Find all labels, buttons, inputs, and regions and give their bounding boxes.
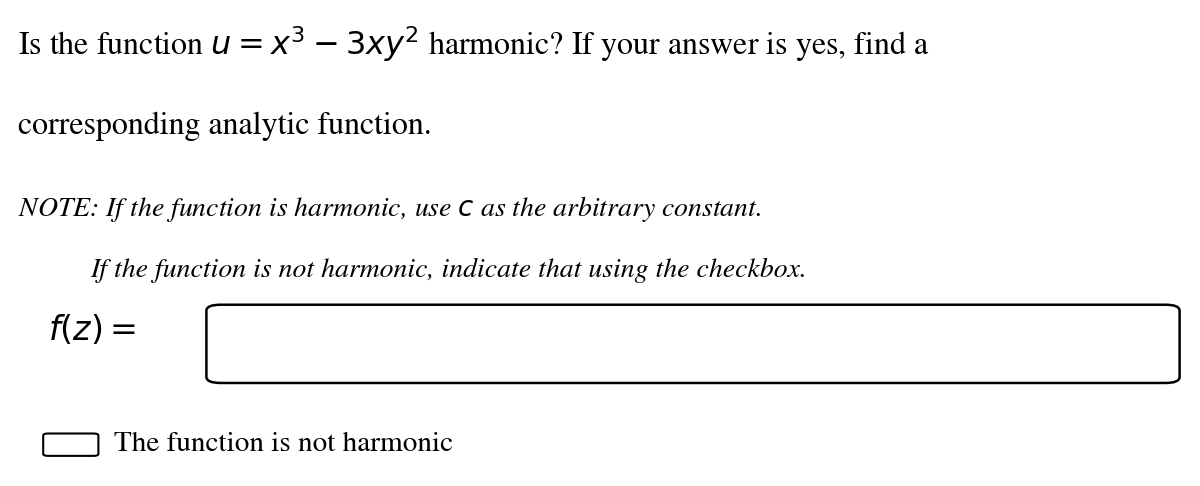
FancyBboxPatch shape bbox=[206, 305, 1180, 383]
Text: $f(z) =$: $f(z) =$ bbox=[48, 313, 136, 347]
Text: corresponding analytic function.: corresponding analytic function. bbox=[18, 112, 432, 141]
Text: The function is not harmonic: The function is not harmonic bbox=[114, 432, 454, 457]
FancyBboxPatch shape bbox=[43, 434, 98, 456]
Text: If the function is not harmonic, indicate that using the checkbox.: If the function is not harmonic, indicat… bbox=[90, 258, 808, 283]
Text: Is the function $u = x^3 - 3xy^2$ harmonic? If your answer is yes, find a: Is the function $u = x^3 - 3xy^2$ harmon… bbox=[18, 24, 930, 64]
Text: NOTE: If the function is harmonic, use $c$ as the arbitrary constant.: NOTE: If the function is harmonic, use $… bbox=[18, 194, 761, 225]
